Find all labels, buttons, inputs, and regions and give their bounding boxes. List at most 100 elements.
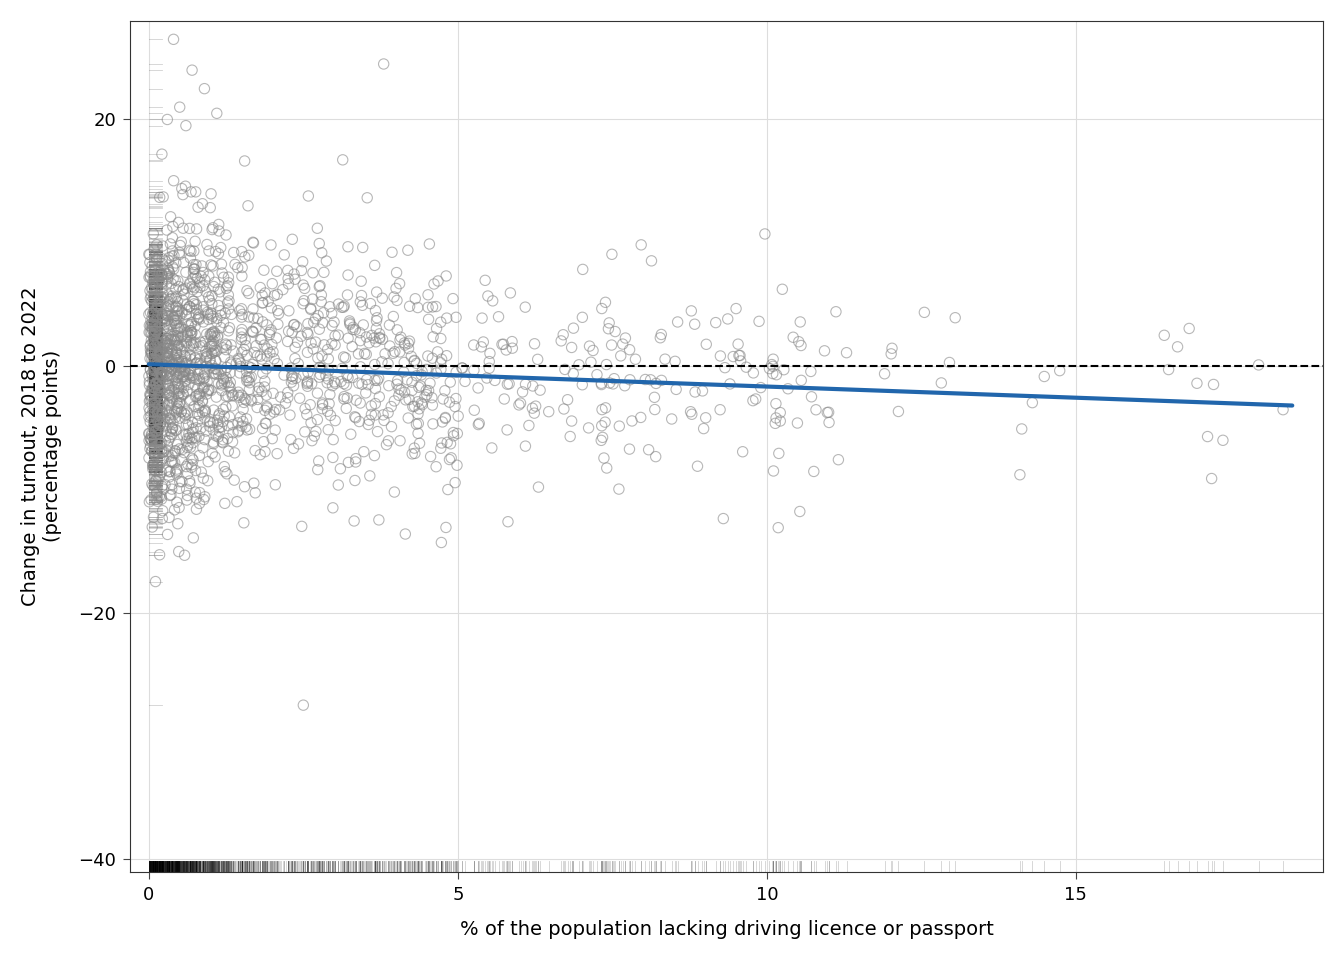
Point [1202, 470, 1223, 486]
Point [344, 323, 366, 338]
Point [181, 424, 203, 440]
Point [151, 297, 172, 312]
Point [138, 387, 160, 402]
Point [374, 413, 395, 428]
Point [161, 249, 183, 264]
Point [430, 355, 452, 371]
Point [356, 190, 378, 205]
Point [142, 369, 164, 384]
Point [155, 432, 176, 447]
Point [140, 431, 161, 446]
Point [206, 390, 227, 405]
Point [181, 325, 203, 341]
Point [169, 238, 191, 253]
Point [554, 362, 575, 377]
Point [152, 267, 173, 282]
Point [258, 294, 280, 309]
Point [168, 363, 190, 378]
Point [1034, 369, 1055, 384]
Point [181, 457, 203, 472]
Point [184, 377, 206, 393]
Point [250, 331, 271, 347]
Point [198, 381, 219, 396]
Point [317, 351, 339, 367]
Point [634, 372, 656, 387]
Point [146, 309, 168, 324]
Point [152, 338, 173, 353]
Point [149, 417, 171, 432]
Point [169, 308, 191, 324]
Point [333, 389, 355, 404]
Point [394, 385, 415, 400]
Point [200, 305, 222, 321]
Point [153, 346, 175, 361]
Point [164, 313, 185, 328]
Point [239, 421, 261, 437]
Point [203, 366, 224, 381]
Point [160, 276, 181, 291]
Point [836, 345, 857, 360]
Point [563, 321, 585, 336]
Point [160, 426, 181, 442]
Point [194, 489, 215, 504]
Point [344, 409, 366, 424]
Point [309, 278, 331, 294]
Point [196, 348, 218, 364]
Point [172, 386, 194, 401]
Point [231, 329, 253, 345]
Point [198, 312, 219, 327]
Point [184, 327, 206, 343]
Point [140, 319, 161, 334]
Point [328, 297, 349, 312]
Point [271, 282, 293, 298]
Point [159, 464, 180, 479]
Point [477, 288, 499, 303]
Point [618, 342, 640, 357]
Point [945, 310, 966, 325]
Point [817, 405, 839, 420]
Point [422, 350, 444, 366]
Point [140, 325, 161, 341]
Point [386, 280, 407, 296]
Point [251, 314, 273, 329]
Point [484, 372, 505, 388]
Point [294, 424, 316, 440]
Point [159, 405, 180, 420]
Point [367, 372, 388, 388]
Point [165, 338, 187, 353]
Point [172, 221, 194, 236]
Point [161, 394, 183, 409]
Point [156, 302, 177, 318]
Point [241, 392, 262, 407]
Point [140, 264, 161, 279]
Point [313, 265, 335, 280]
Point [227, 424, 249, 440]
Point [599, 375, 621, 391]
Point [185, 388, 207, 403]
Point [247, 384, 269, 399]
Point [181, 415, 203, 430]
Point [157, 359, 179, 374]
Point [148, 362, 169, 377]
Point [367, 424, 388, 440]
Point [140, 291, 161, 306]
Point [382, 245, 403, 260]
Point [310, 245, 332, 260]
Point [407, 300, 429, 315]
Point [159, 294, 180, 309]
Point [297, 374, 319, 390]
Point [621, 413, 642, 428]
Point [184, 319, 206, 334]
Point [445, 391, 466, 406]
Point [165, 300, 187, 315]
Point [141, 346, 163, 361]
Point [218, 293, 239, 308]
Point [435, 268, 457, 283]
Point [263, 404, 285, 420]
Point [200, 383, 222, 398]
Point [165, 281, 187, 297]
Point [630, 410, 652, 425]
Point [333, 349, 355, 365]
Point [200, 311, 222, 326]
Point [317, 342, 339, 357]
